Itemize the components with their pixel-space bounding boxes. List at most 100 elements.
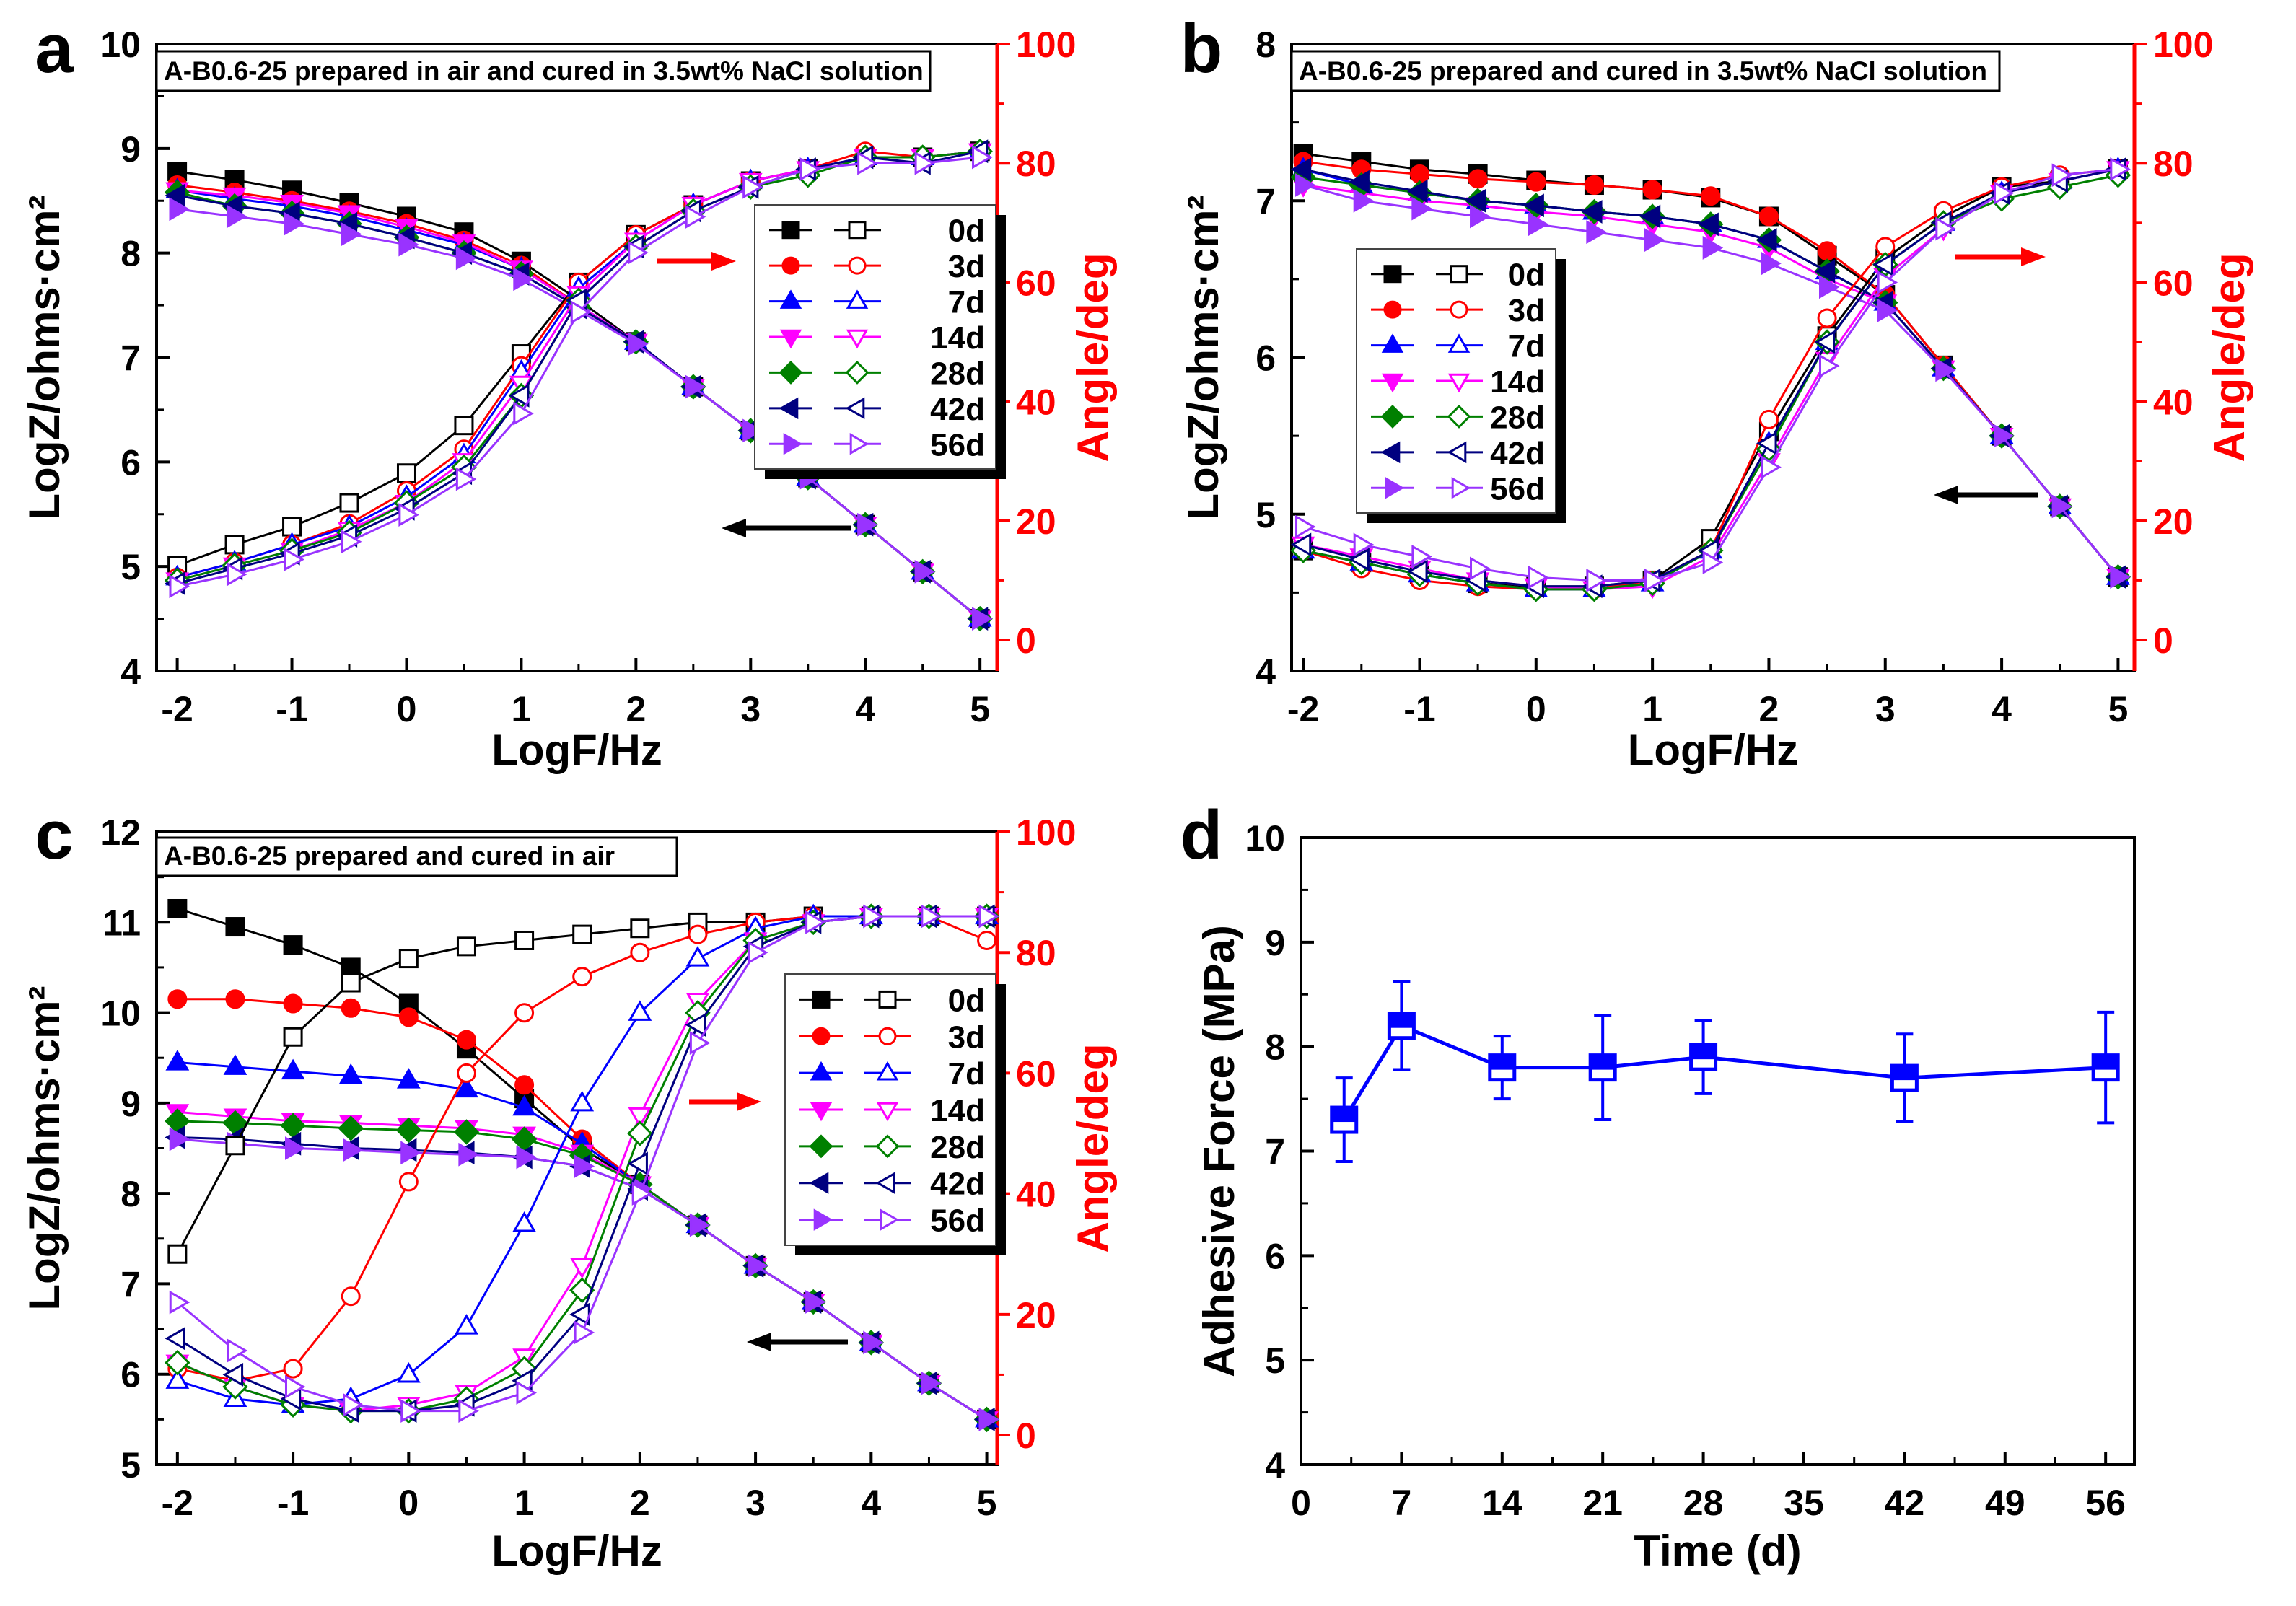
angle-point [2110, 157, 2131, 181]
logz-point [456, 1030, 476, 1050]
angle-point [1702, 550, 1724, 575]
logz-point [400, 1141, 421, 1165]
logz-point [514, 1075, 535, 1095]
chart-title: A-B0.6-25 prepared and cured in air [164, 841, 615, 871]
y-tick-label: 7 [1265, 1132, 1285, 1172]
logz-point [1290, 157, 1312, 182]
angle-point [1411, 545, 1432, 569]
angle-point [972, 145, 993, 170]
box-marker-fill [1489, 1055, 1515, 1070]
x-tick-label: 1 [1642, 689, 1662, 729]
angle-point [572, 967, 592, 987]
angle-point [226, 562, 247, 587]
angle-point [630, 918, 650, 939]
logz-point [165, 1050, 190, 1071]
logz-point [2110, 565, 2131, 589]
logz-point [341, 222, 362, 246]
data-point [1387, 980, 1416, 1071]
logz-point [1644, 228, 1665, 252]
legend-item-56d: 56d [1371, 471, 1545, 506]
data-point [1689, 1019, 1718, 1095]
y-tick-label: 9 [121, 1084, 141, 1124]
data-point [1330, 1076, 1359, 1163]
series-angle-56d [169, 145, 993, 599]
data-point [2091, 1010, 2120, 1125]
angle-point [1818, 354, 1840, 378]
x-tick-label: 35 [1784, 1483, 1824, 1523]
angle-point [400, 1399, 421, 1423]
title-box [155, 50, 932, 92]
legend-label: 56d [1490, 471, 1545, 506]
angle-point [805, 910, 826, 934]
legend-label: 7d [948, 1056, 985, 1092]
adhesive-line [1342, 1023, 2106, 1121]
y2-tick-label: 20 [1016, 1295, 1056, 1335]
y2-tick-label: 100 [2153, 25, 2213, 65]
legend-marker-open [880, 1208, 900, 1231]
x-tick-label: 3 [740, 689, 761, 729]
angle-point [169, 1290, 190, 1315]
x-tick-label: 4 [861, 1483, 881, 1523]
legend-item-42d: 42d [799, 1167, 985, 1202]
y2-axis-title: Angle/deg [1069, 253, 1117, 462]
logz-point [398, 1007, 419, 1027]
chart-title: A-B0.6-25 prepared in air and cured in 3… [164, 56, 924, 86]
right-axis-arrow [657, 252, 736, 271]
x-tick-label: 5 [2108, 689, 2129, 729]
y-axis-title: LogZ/ohms·cm² [20, 986, 69, 1311]
angle-point [689, 1031, 711, 1056]
x-tick-label: -2 [1287, 689, 1319, 729]
logz-point [863, 1330, 884, 1355]
angle-point [454, 416, 474, 436]
y-tick-label: 10 [100, 25, 141, 65]
angle-point [165, 1368, 190, 1389]
angle-point [1756, 431, 1777, 455]
logz-point [1698, 212, 1719, 237]
logz-point [281, 1058, 305, 1080]
logz-point [742, 418, 763, 443]
x-tick-label: -2 [161, 689, 193, 729]
angle-point [224, 535, 245, 555]
logz-point [1349, 170, 1370, 194]
y-tick-label: 6 [1265, 1236, 1285, 1276]
legend-marker-filled [812, 1027, 831, 1045]
x-tick-label: 3 [1875, 689, 1896, 729]
panel-a: a-2 -1 0 1 2 3 4 545678910020406080100LogF/HzLo… [20, 10, 1117, 774]
angle-point [914, 151, 936, 175]
logz-point [396, 1068, 421, 1089]
y-tick-label: 6 [1256, 338, 1276, 379]
logz-point [1586, 220, 1607, 245]
logz-point [338, 1063, 363, 1084]
y-tick-label: 9 [121, 129, 141, 170]
legend-item-28d: 28d [769, 356, 985, 391]
x-tick-label: 2 [630, 1483, 650, 1523]
y2-tick-label: 0 [1016, 1416, 1036, 1456]
legend-item-14d: 14d [799, 1093, 985, 1128]
logz-point [283, 993, 303, 1014]
angle-point [799, 157, 821, 181]
logz-point [458, 1142, 479, 1167]
angle-point [341, 973, 361, 993]
angle-point [685, 1013, 706, 1037]
data-point [1588, 1014, 1617, 1122]
logz-point [169, 197, 190, 221]
legend-marker-filled [810, 1061, 833, 1081]
legend-marker-open [849, 433, 869, 455]
x-tick-label: 0 [1526, 689, 1546, 729]
angle-point [283, 1027, 303, 1047]
y-tick-label: 10 [1245, 818, 1285, 859]
y-tick-label: 7 [121, 1264, 141, 1304]
panel-letter: c [35, 797, 73, 874]
legend-marker-open [1447, 333, 1471, 353]
y2-tick-label: 100 [1016, 812, 1076, 853]
legend-marker-filled [1383, 265, 1402, 284]
angle-point [1758, 409, 1779, 429]
x-axis-title: LogF/Hz [491, 1527, 662, 1575]
legend-marker-filled [812, 990, 831, 1009]
x-tick-label: 4 [1992, 689, 2012, 729]
angle-point [513, 401, 534, 426]
logz-point [1701, 186, 1721, 206]
legend-marker-filled [781, 256, 800, 275]
